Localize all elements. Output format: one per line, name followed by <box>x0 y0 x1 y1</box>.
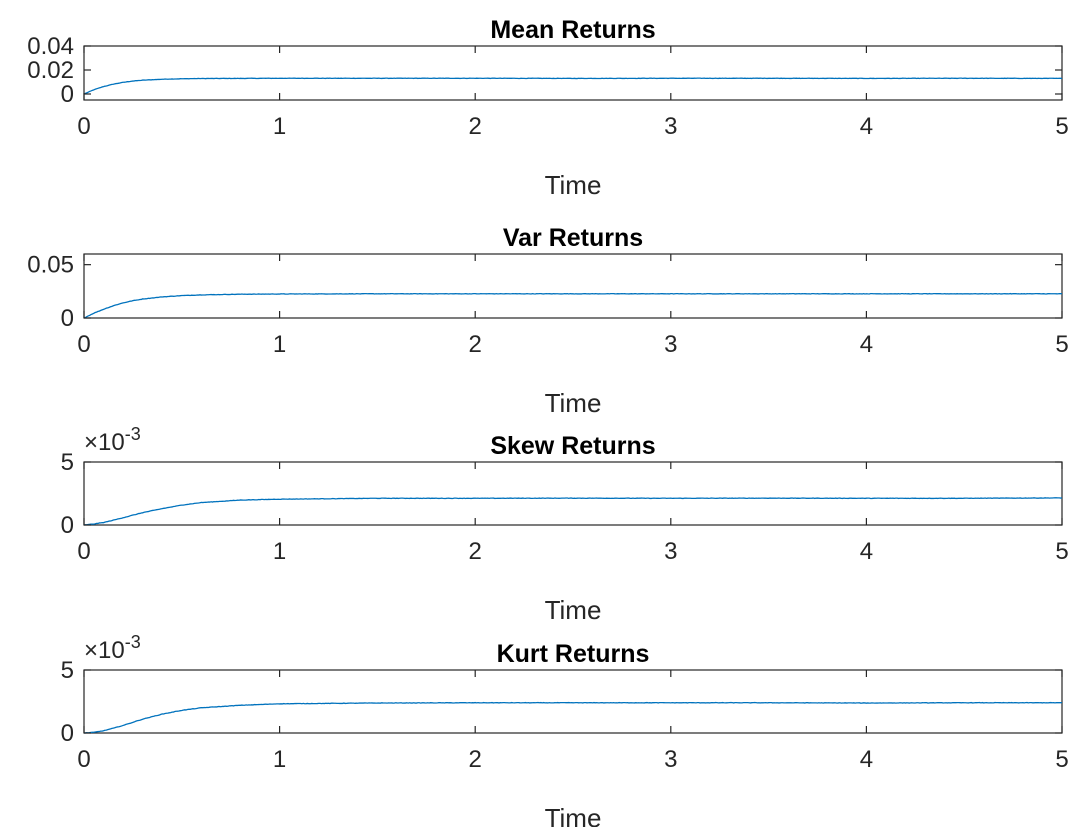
series-line <box>83 292 1062 319</box>
x-tick-label: 2 <box>469 538 482 565</box>
y-tick-label: 5 <box>61 449 74 476</box>
subplot-4: 0 1 2 3 4 5 0 5 ×10-3 Kurt Returns Time <box>61 632 1069 832</box>
x-tick-label: 3 <box>664 113 677 140</box>
x-tick-label: 0 <box>77 746 90 773</box>
x-tick-label: 0 <box>77 538 90 565</box>
x-tick-label: 3 <box>664 331 677 358</box>
x-tick-label: 4 <box>860 331 873 358</box>
subplot-title: Kurt Returns <box>497 640 650 668</box>
x-tick-label: 3 <box>664 746 677 773</box>
x-tick-label: 5 <box>1055 746 1068 773</box>
x-tick-label: 0 <box>77 113 90 140</box>
y-tick-label: 0.04 <box>27 33 74 60</box>
axes-box <box>83 253 1063 319</box>
x-tick-label: 1 <box>273 538 286 565</box>
series-line <box>83 497 1063 526</box>
x-axis-label: Time <box>545 388 602 418</box>
subplot-2: 0 1 2 3 4 5 0 0.05 Var Returns Time <box>27 224 1068 418</box>
y-exponent-label: ×10-3 <box>84 632 141 664</box>
x-tick-label: 1 <box>273 746 286 773</box>
subplot-title: Mean Returns <box>490 16 655 44</box>
y-exponent-label: ×10-3 <box>84 424 141 456</box>
x-tick-label: 1 <box>273 113 286 140</box>
y-tick-label: 0 <box>61 81 74 108</box>
x-tick-label: 1 <box>273 331 286 358</box>
y-tick-label: 0 <box>61 720 74 747</box>
y-tick-label: 0.02 <box>27 57 74 84</box>
series-line <box>83 701 1063 734</box>
x-axis-label: Time <box>545 595 602 625</box>
subplot-title: Skew Returns <box>490 432 655 460</box>
x-tick-label: 5 <box>1055 113 1068 140</box>
y-tick-label: 0 <box>61 305 74 332</box>
subplot-title: Var Returns <box>503 224 643 252</box>
axes-box <box>83 669 1063 734</box>
x-tick-label: 2 <box>469 746 482 773</box>
x-tick-label: 5 <box>1055 538 1068 565</box>
x-tick-label: 5 <box>1055 331 1068 358</box>
x-tick-label: 4 <box>860 538 873 565</box>
series-line <box>83 77 1063 95</box>
x-axis-label: Time <box>545 170 602 200</box>
y-tick-label: 5 <box>61 657 74 684</box>
x-tick-label: 4 <box>860 746 873 773</box>
x-axis-label: Time <box>545 803 602 827</box>
x-tick-label: 3 <box>664 538 677 565</box>
axes-box <box>83 461 1063 526</box>
subplot-3: 0 1 2 3 4 5 0 5 ×10-3 Skew Returns Time <box>61 424 1069 625</box>
x-tick-label: 0 <box>77 331 90 358</box>
y-tick-label: 0 <box>61 512 74 539</box>
x-tick-label: 2 <box>469 113 482 140</box>
y-tick-label: 0.05 <box>27 252 74 279</box>
x-tick-label: 4 <box>860 113 873 140</box>
x-tick-label: 2 <box>469 331 482 358</box>
axes-box <box>83 45 1063 101</box>
